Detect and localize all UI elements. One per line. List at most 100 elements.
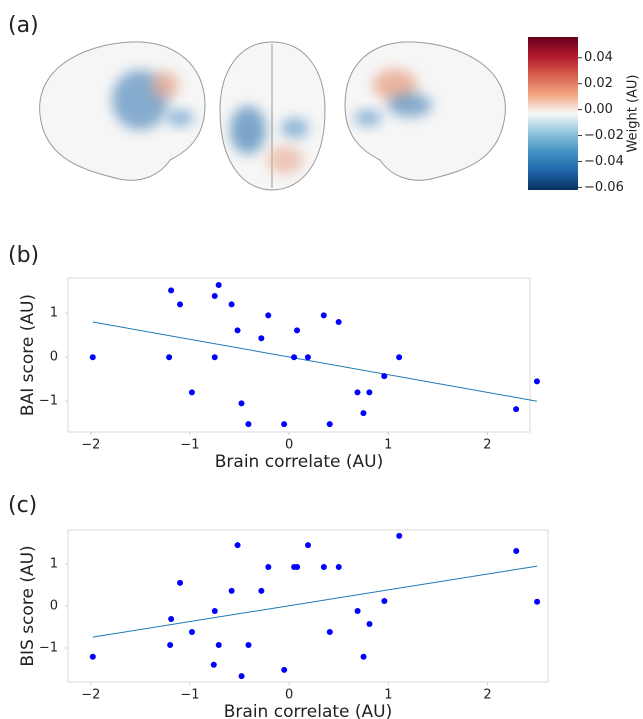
scatter-point — [265, 312, 272, 319]
blob — [354, 110, 382, 126]
colorbar-tick-label: −0.06 — [584, 180, 624, 195]
scatter-point — [211, 608, 218, 615]
x-tick-label: 1 — [384, 688, 392, 703]
colorbar-tick-label: 0.04 — [584, 50, 613, 65]
scatter-point — [166, 354, 173, 361]
panel-label: (a) — [8, 13, 39, 38]
x-tick-label: −2 — [81, 438, 100, 453]
scatter-point — [294, 327, 301, 334]
scatter-point — [281, 421, 288, 428]
scatter-point — [320, 563, 327, 570]
scatter-point — [513, 547, 520, 554]
scatter-point — [228, 587, 235, 594]
plot-frame — [67, 529, 549, 683]
colorbar-tick-label: −0.04 — [584, 154, 624, 169]
scatter-point — [211, 293, 218, 300]
scatter-point — [210, 661, 217, 668]
scatter-point — [238, 400, 245, 407]
scatter-point — [354, 608, 361, 615]
scatter-point — [335, 319, 342, 325]
y-tick-label: 0 — [50, 599, 58, 614]
scatter-point — [534, 598, 541, 605]
x-axis-label: Brain correlate (AU) — [215, 452, 384, 472]
scatter-point — [211, 354, 218, 361]
regression-line — [92, 321, 538, 402]
x-tick-label: −2 — [81, 688, 100, 703]
panel-label: (b) — [8, 243, 39, 268]
colorbar-tick-label: 0.02 — [584, 76, 613, 91]
y-tick-label: −1 — [39, 640, 58, 655]
scatter-point — [294, 563, 301, 570]
scatter-point — [360, 410, 367, 417]
y-tick-label: 1 — [50, 557, 58, 572]
scatter-point — [304, 354, 311, 361]
scatter-point — [381, 597, 388, 604]
y-axis-label: BAI score (AU) — [18, 294, 38, 416]
scatter-point — [305, 542, 311, 549]
scatter-point — [89, 653, 96, 660]
scatter-point — [245, 642, 252, 649]
scatter-point — [188, 389, 195, 396]
scatter-point — [168, 616, 175, 623]
colorbar-tick-label: −0.02 — [584, 128, 624, 143]
scatter-point — [238, 673, 245, 680]
y-tick-label: 1 — [50, 306, 58, 321]
brain-glass-views — [39, 41, 506, 191]
x-tick-label: 1 — [384, 438, 392, 453]
blob — [230, 106, 266, 154]
scatter-point — [177, 301, 184, 308]
scatter-point — [234, 542, 241, 549]
scatter-point — [326, 421, 333, 428]
scatter-point — [258, 335, 265, 342]
x-tick-label: −1 — [180, 688, 199, 703]
scatter-point — [188, 629, 195, 636]
y-axis-label: BIS score (AU) — [18, 545, 38, 666]
y-tick-label: 0 — [50, 350, 58, 365]
colorbar-tick-label: 0.00 — [584, 102, 613, 117]
blob — [388, 93, 432, 117]
scatter-point — [167, 642, 174, 649]
x-tick-label: 2 — [483, 438, 491, 453]
scatter-point — [281, 666, 288, 673]
x-axis-label: Brain correlate (AU) — [224, 702, 393, 719]
scatter-point — [291, 354, 298, 361]
scatter-point — [168, 287, 175, 294]
scatter-point — [215, 642, 222, 649]
scatter-point — [320, 312, 327, 319]
scatter-point — [360, 653, 367, 660]
scatter-point — [228, 301, 235, 308]
scatter-point — [245, 421, 252, 428]
plot-frame — [67, 277, 531, 433]
panel-label: (c) — [8, 493, 37, 518]
scatter-point — [366, 389, 373, 396]
scatter-point — [513, 406, 520, 413]
scatter-point — [396, 354, 403, 361]
scatter-point — [396, 532, 403, 539]
colorbar-label: Weight (AU) — [626, 75, 641, 153]
x-tick-label: −1 — [180, 438, 199, 453]
x-tick-label: 0 — [285, 438, 293, 453]
scatter-point — [335, 563, 342, 570]
colorbar — [528, 37, 578, 190]
regression-line — [92, 565, 538, 638]
scatter-point — [381, 373, 388, 380]
blob — [166, 110, 194, 126]
scatter-point — [258, 587, 265, 594]
x-tick-label: 2 — [483, 688, 491, 703]
x-tick-label: 0 — [285, 688, 293, 703]
scatter-point — [234, 327, 241, 334]
blob — [267, 146, 303, 174]
scatter-point — [265, 563, 272, 570]
scatter-point — [177, 579, 184, 586]
scatter-point — [215, 282, 222, 289]
scatter-point — [89, 354, 96, 361]
y-tick-label: −1 — [39, 394, 58, 409]
blob — [281, 118, 309, 138]
scatter-point — [533, 378, 540, 385]
scatter-point — [366, 621, 373, 628]
scatter-point — [354, 389, 361, 396]
blob — [373, 69, 417, 101]
scatter-point — [326, 629, 333, 636]
